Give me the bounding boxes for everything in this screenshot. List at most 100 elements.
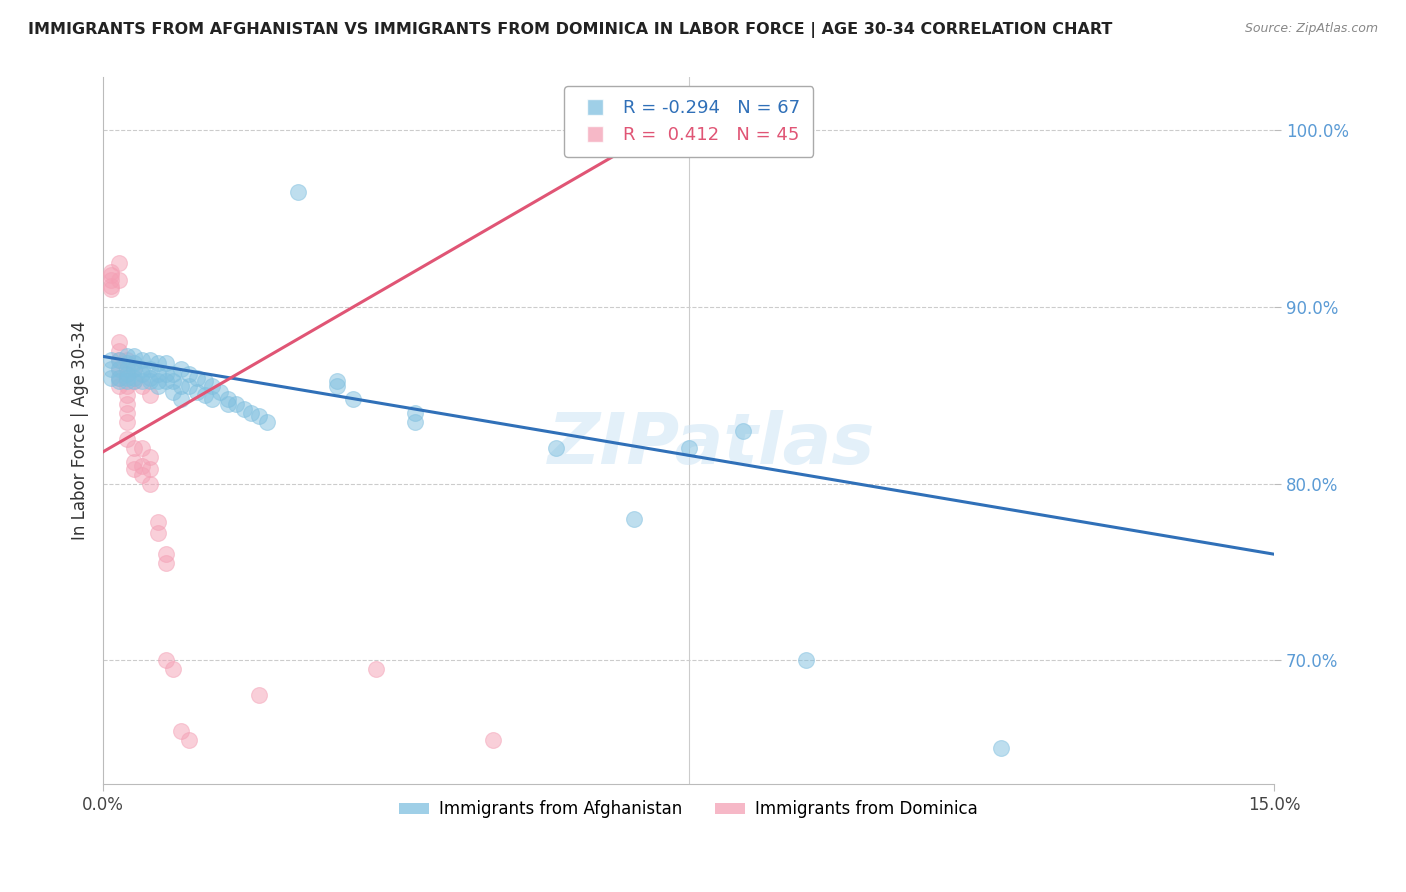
Point <box>115 361 138 376</box>
Point <box>107 353 129 368</box>
Point <box>170 392 193 406</box>
Point <box>678 442 700 456</box>
Point <box>139 476 162 491</box>
Point <box>115 370 138 384</box>
Point <box>107 379 129 393</box>
Point <box>100 278 122 293</box>
Point <box>162 662 184 676</box>
Point <box>124 361 146 376</box>
Point <box>201 392 224 406</box>
Point <box>131 458 153 473</box>
Point <box>146 374 169 388</box>
Point <box>115 433 138 447</box>
Point <box>115 379 138 393</box>
Point <box>139 450 162 464</box>
Point <box>139 370 162 384</box>
Point <box>100 273 122 287</box>
Point <box>124 374 146 388</box>
Point <box>217 392 239 406</box>
Point <box>124 442 146 456</box>
Point <box>232 402 254 417</box>
Point <box>124 350 146 364</box>
Point <box>342 392 364 406</box>
Point <box>115 356 138 370</box>
Point <box>115 374 138 388</box>
Point <box>170 361 193 376</box>
Point <box>155 367 177 381</box>
Point <box>170 379 193 393</box>
Point <box>217 397 239 411</box>
Point <box>146 526 169 541</box>
Point <box>194 388 217 402</box>
Point <box>194 374 217 388</box>
Point <box>115 367 138 381</box>
Point <box>100 268 122 283</box>
Point <box>115 353 138 368</box>
Point <box>124 455 146 469</box>
Point <box>131 353 153 368</box>
Point <box>107 370 129 384</box>
Point <box>131 374 153 388</box>
Point <box>201 379 224 393</box>
Point <box>155 653 177 667</box>
Point <box>544 442 567 456</box>
Point <box>100 353 122 368</box>
Point <box>794 653 817 667</box>
Legend: Immigrants from Afghanistan, Immigrants from Dominica: Immigrants from Afghanistan, Immigrants … <box>392 794 986 825</box>
Point <box>623 512 645 526</box>
Point <box>115 406 138 420</box>
Point <box>482 732 505 747</box>
Point <box>146 516 169 530</box>
Text: ZIPatlas: ZIPatlas <box>548 410 876 479</box>
Point <box>131 379 153 393</box>
Point <box>124 370 146 384</box>
Point <box>326 374 349 388</box>
Point <box>146 379 169 393</box>
Point <box>131 367 153 381</box>
Point <box>115 397 138 411</box>
Point <box>124 361 146 376</box>
Point <box>107 256 129 270</box>
Point <box>107 361 129 376</box>
Point <box>107 370 129 384</box>
Point <box>100 282 122 296</box>
Point <box>146 367 169 381</box>
Point <box>139 353 162 368</box>
Point <box>115 388 138 402</box>
Point <box>124 462 146 476</box>
Point <box>247 689 270 703</box>
Point <box>107 374 129 388</box>
Point <box>162 384 184 399</box>
Point <box>162 367 184 381</box>
Text: IMMIGRANTS FROM AFGHANISTAN VS IMMIGRANTS FROM DOMINICA IN LABOR FORCE | AGE 30-: IMMIGRANTS FROM AFGHANISTAN VS IMMIGRANT… <box>28 22 1112 38</box>
Point <box>107 353 129 368</box>
Point <box>186 370 208 384</box>
Point <box>287 185 309 199</box>
Point <box>124 356 146 370</box>
Point <box>131 361 153 376</box>
Point <box>107 344 129 359</box>
Point <box>139 374 162 388</box>
Point <box>155 374 177 388</box>
Point <box>209 384 232 399</box>
Point <box>256 415 278 429</box>
Point <box>131 467 153 482</box>
Point <box>124 374 146 388</box>
Point <box>155 356 177 370</box>
Point <box>139 388 162 402</box>
Point <box>366 662 388 676</box>
Point <box>100 370 122 384</box>
Point <box>177 379 200 393</box>
Point <box>990 741 1012 756</box>
Point <box>404 415 426 429</box>
Point <box>107 273 129 287</box>
Point <box>240 406 263 420</box>
Point <box>225 397 247 411</box>
Point <box>155 556 177 570</box>
Point <box>404 406 426 420</box>
Point <box>170 723 193 738</box>
Point <box>186 384 208 399</box>
Point <box>107 361 129 376</box>
Point <box>326 379 349 393</box>
Point <box>162 374 184 388</box>
